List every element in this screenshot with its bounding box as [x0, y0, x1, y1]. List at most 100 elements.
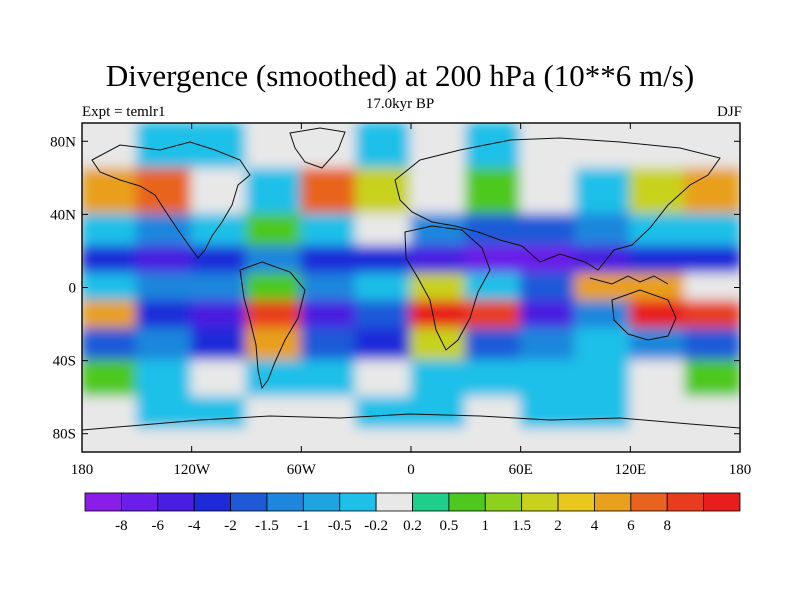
field-cell [245, 327, 303, 362]
field-cell [82, 327, 138, 362]
field-cell [300, 300, 358, 330]
colorbar-swatch [594, 492, 632, 512]
colorbar-label: -1 [297, 518, 310, 534]
field-cell [464, 359, 522, 399]
field-cell [574, 327, 632, 362]
coastline-north-america [91, 141, 251, 259]
field-cell [355, 396, 412, 431]
field-cell [245, 396, 303, 431]
field-cell [190, 272, 248, 303]
field-cell [574, 428, 632, 452]
coastline-south-america [239, 261, 306, 390]
field-cell [574, 123, 632, 170]
colorbar-swatch [266, 492, 304, 512]
field-cell [684, 428, 740, 452]
field-cell [190, 359, 248, 399]
field-cell [135, 213, 193, 248]
field-cell [245, 123, 303, 170]
colorbar-swatch [157, 492, 195, 512]
field-cell [190, 396, 248, 431]
field-cell [519, 327, 577, 362]
field-cell [410, 123, 467, 170]
colorbar-label: -1.5 [255, 518, 279, 534]
field-cell [464, 272, 522, 303]
field-cell [684, 123, 740, 170]
period-label: 17.0kyr BP [365, 96, 435, 112]
field-cell [629, 428, 687, 452]
colorbar-swatch [193, 492, 231, 512]
x-tick-label: 180 [729, 462, 752, 478]
field-cell [82, 245, 138, 275]
field-cell [135, 167, 193, 216]
colorbar-swatch [120, 492, 159, 512]
field-cell [410, 272, 467, 303]
colorbar-swatch [557, 492, 595, 512]
field-cell [82, 300, 138, 330]
x-tick-label: 60E [509, 462, 533, 478]
field-cell [300, 428, 358, 452]
field-cell [300, 245, 358, 275]
field-cell [629, 300, 687, 330]
colorbar-label: -0.2 [364, 518, 388, 534]
field-cell [519, 245, 577, 275]
colorbar-swatch [412, 492, 450, 512]
colorbar-swatch [339, 492, 377, 512]
field-cell [629, 327, 687, 362]
field-cell [519, 359, 577, 399]
field-cell [82, 359, 138, 399]
field-cell [300, 359, 358, 399]
field-cell [519, 396, 577, 431]
field-cell [684, 359, 740, 399]
field-cell [300, 272, 358, 303]
field-cell [574, 300, 632, 330]
field-cell [300, 167, 358, 216]
field-cell [684, 396, 740, 431]
y-tick-label: 0 [69, 281, 77, 297]
field-cell [82, 428, 138, 452]
colorbar-label: -0.5 [328, 518, 352, 534]
field-cell [135, 300, 193, 330]
field-cell [300, 396, 358, 431]
field-cell [190, 167, 248, 216]
field-cell [464, 167, 522, 216]
field-cell [629, 167, 687, 216]
field-cell [300, 327, 358, 362]
field-cell [629, 359, 687, 399]
axes: 180 120W 60W 0 60E 120E 180 80N 40N 0 40S 80S [50, 123, 751, 478]
field-cell [82, 167, 138, 216]
field-cell [245, 300, 303, 330]
field-cell [684, 272, 740, 303]
y-tick-label: 40N [50, 207, 76, 223]
field-cell [574, 245, 632, 275]
field-cell [410, 428, 467, 452]
field-cell [245, 167, 303, 216]
field-cell [245, 428, 303, 452]
field-cell [190, 428, 248, 452]
field-cell [684, 213, 740, 248]
field-cell [574, 359, 632, 399]
field-cell [245, 245, 303, 275]
field-cell [135, 327, 193, 362]
colorbar-swatch [302, 492, 341, 512]
field-cell [574, 272, 632, 303]
field-cell [190, 123, 248, 170]
colorbar-swatch [230, 492, 268, 512]
x-tick-label: 120E [614, 462, 646, 478]
field-cell [355, 428, 412, 452]
field-cell [82, 272, 138, 303]
field-cell [135, 272, 193, 303]
colorbar-label: 1.5 [512, 518, 531, 534]
field-cell [629, 213, 687, 248]
field-cell [245, 213, 303, 248]
y-tick-label: 80S [53, 427, 76, 443]
field-cell [300, 123, 358, 170]
colorbar-label: 8 [663, 518, 671, 534]
field-cell [135, 123, 193, 170]
colorbar-label: -8 [115, 518, 128, 534]
x-tick-label: 120W [173, 462, 211, 478]
coastline-australia [611, 289, 677, 341]
colorbar-label: 1 [482, 518, 490, 534]
field-cell [82, 396, 138, 431]
field-cell [355, 213, 412, 248]
